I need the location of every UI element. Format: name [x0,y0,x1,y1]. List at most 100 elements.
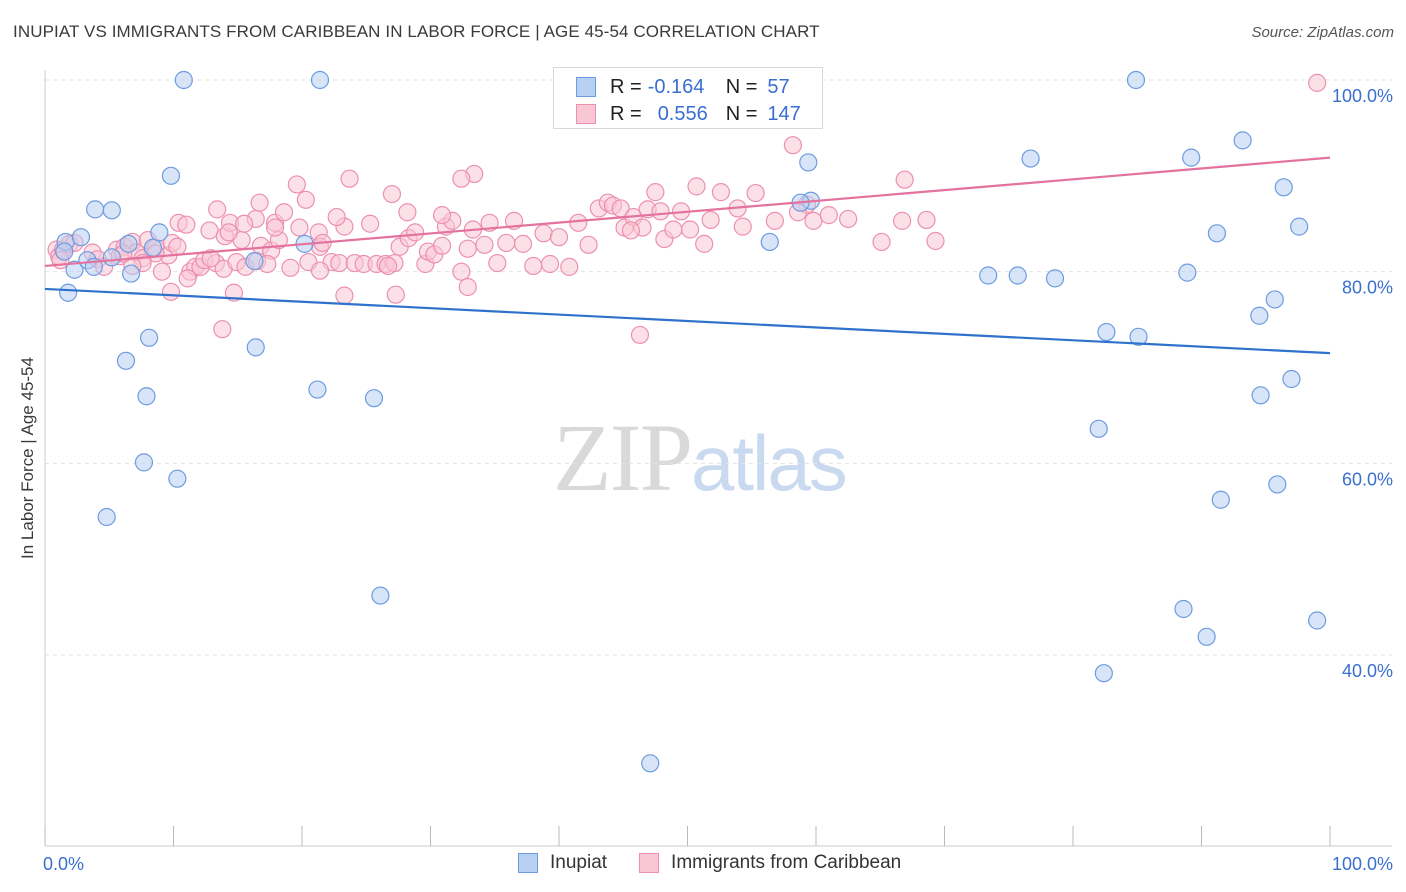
caribbean-point [579,235,598,254]
y-tick-label: 100.0% [1332,86,1393,106]
caribbean-point [265,218,285,237]
series-swatch-inupiat [518,853,538,873]
inupiat-point [641,754,660,773]
watermark-zip: ZIP [553,404,693,511]
caribbean-point [219,223,238,242]
caribbean-point [340,169,359,188]
x-tick-label-max: 100.0% [1332,854,1393,874]
caribbean-point [664,220,683,239]
inupiat-point [86,200,105,219]
caribbean-point [513,234,533,253]
inupiat-point [65,260,84,279]
source-label: Source: ZipAtlas.com [1251,24,1394,41]
inupiat-point [55,242,74,261]
series-legend: Inupiat Immigrants from Caribbean [518,852,933,874]
inupiat-point [799,153,818,172]
y-tick-label: 80.0% [1342,278,1393,298]
legend-n-value-inupiat: 57 [767,75,790,98]
caribbean-point [458,277,477,297]
legend-swatch-inupiat [576,77,596,97]
caribbean-point [895,170,914,189]
caribbean-point [208,200,227,219]
caribbean-point [452,262,471,281]
caribbean-point [783,136,802,155]
inupiat-point [102,248,121,267]
caribbean-point [695,234,714,253]
inupiat-point [137,387,156,406]
inupiat-point [1097,322,1116,342]
caribbean-point [432,206,452,225]
caribbean-point [687,177,706,196]
caribbean-point [361,214,380,233]
series-label-caribbean: Immigrants from Caribbean [671,852,902,873]
caribbean-point [274,203,294,222]
trend-line-caribbean [44,156,1331,268]
caribbean-point [152,262,172,281]
inupiat-point [310,70,330,90]
legend-swatch-caribbean [576,104,596,124]
caribbean-point [488,253,507,273]
caribbean-point [621,221,641,240]
inupiat-point [371,586,390,605]
series-legend-caribbean[interactable]: Immigrants from Caribbean [639,852,901,874]
legend-r-label: R = [610,102,642,125]
inupiat-point [1274,178,1293,197]
caribbean-point [765,211,784,230]
caribbean-point [892,211,912,230]
caribbean-point [534,224,553,243]
caribbean-point [327,207,346,227]
inupiat-point [1129,327,1148,346]
inupiat-point [1089,419,1108,438]
caribbean-point [405,223,425,242]
caribbean-point [296,190,315,209]
inupiat-point [364,389,384,408]
inupiat-point [760,232,779,252]
series-swatch-caribbean [639,853,660,873]
caribbean-point [382,184,402,204]
inupiat-point [1211,490,1230,509]
inupiat-point [71,228,91,247]
inupiat-point [121,264,141,283]
caribbean-point [398,203,417,222]
caribbean-point [872,232,891,252]
caribbean-point [819,206,838,225]
inupiat-point [1290,217,1309,236]
legend-row-inupiat: R = -0.164 N = 57 [576,76,790,98]
caribbean-point [711,183,731,202]
caribbean-point [733,217,752,236]
caribbean-point [178,269,197,288]
caribbean-point [680,220,700,239]
inupiat-point [979,266,998,285]
caribbean-point [458,239,477,258]
caribbean-point [651,202,670,221]
inupiat-point [1233,131,1252,150]
y-tick-label: 60.0% [1342,469,1393,489]
caribbean-point [224,283,243,302]
caribbean-point [168,237,187,256]
caribbean-point [524,256,543,276]
inupiat-point [1174,599,1193,619]
inupiat-point [102,201,121,220]
inupiat-point [1021,149,1040,168]
caribbean-point [287,175,306,194]
caribbean-point [560,257,579,276]
legend-r-label: R = [610,75,642,98]
trend-line-inupiat [44,287,1331,355]
inupiat-point [1282,369,1301,389]
inupiat-point [134,453,154,472]
caribbean-point [235,214,254,233]
inupiat-point [1265,290,1284,309]
caribbean-point [432,236,452,255]
series-legend-inupiat[interactable]: Inupiat [518,852,607,874]
caribbean-point [177,215,196,234]
caribbean-point [335,286,354,305]
caribbean-point [475,235,494,254]
caribbean-point [804,211,823,230]
series-label-inupiat: Inupiat [550,852,608,873]
inupiat-point [1045,269,1065,288]
inupiat-point [308,380,327,399]
inupiat-point [245,252,264,271]
caribbean-point [310,261,330,280]
chart-title: INUPIAT VS IMMIGRANTS FROM CARIBBEAN IN … [13,22,820,41]
caribbean-point [213,320,232,339]
